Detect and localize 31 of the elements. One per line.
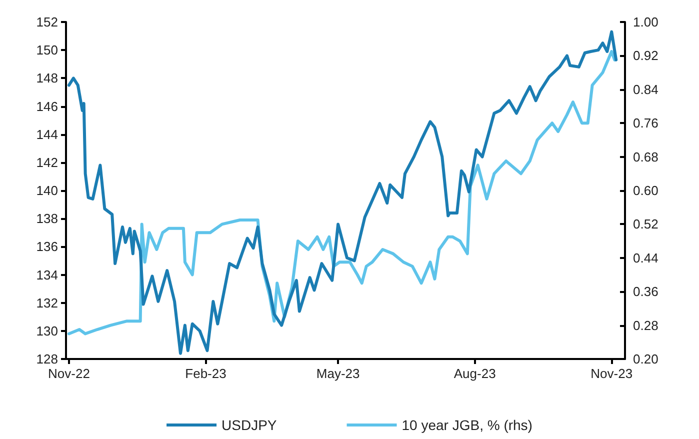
y2-tick-label: 0.76 [633, 116, 658, 131]
legend-label: USDJPY [222, 417, 278, 433]
x-tick-label: May-23 [316, 366, 360, 381]
y-tick-label: 140 [36, 183, 58, 198]
legend-label: 10 year JGB, % (rhs) [402, 417, 532, 433]
x-tick-label: Aug-23 [454, 366, 496, 381]
y2-tick-label: 0.68 [633, 149, 658, 164]
y2-tick-label: 0.60 [633, 183, 658, 198]
y2-tick-label: 0.44 [633, 250, 658, 266]
y2-tick-label: 1.00 [633, 14, 658, 30]
y-tick-label: 128 [36, 352, 58, 366]
y2-tick-label: 0.36 [633, 284, 658, 300]
y-tick-label: 142 [36, 154, 58, 170]
y2-tick-label: 0.92 [633, 48, 658, 64]
y2-tick-label: 0.28 [633, 318, 658, 333]
y-tick-label: 150 [36, 42, 58, 58]
y2-tick-label: 0.84 [633, 82, 658, 97]
x-tick-label: Nov-22 [48, 366, 90, 381]
y-tick-label: 132 [36, 295, 58, 310]
x-tick-label: Nov-23 [590, 366, 633, 381]
y-tick-label: 152 [36, 14, 58, 30]
y-tick-label: 146 [36, 98, 58, 114]
y-tick-label: 148 [36, 70, 58, 86]
y2-tick-label: 0.52 [633, 216, 658, 232]
y-tick-label: 130 [36, 323, 58, 338]
y2-tick-label: 0.20 [633, 352, 658, 366]
x-tick-label: Feb-23 [185, 366, 226, 381]
y-tick-label: 134 [36, 267, 58, 282]
y-tick-label: 144 [36, 126, 58, 142]
y-tick-label: 136 [36, 239, 58, 254]
y-tick-label: 138 [36, 211, 58, 226]
